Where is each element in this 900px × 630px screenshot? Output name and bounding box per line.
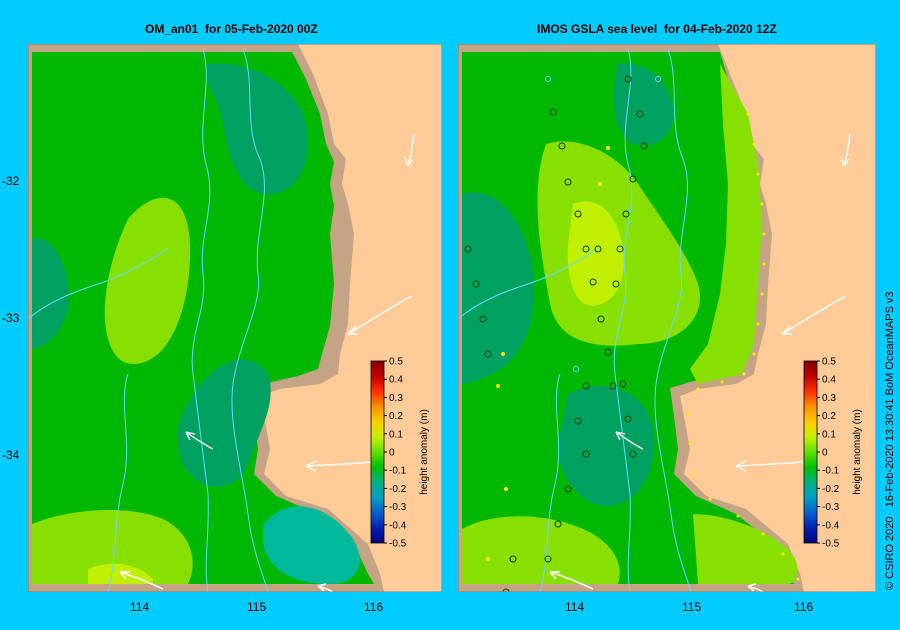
- wind-arrow: [305, 460, 374, 472]
- anomaly-region-negative: [262, 506, 360, 584]
- colorbar-tick-label: -0.3: [822, 502, 840, 513]
- colorbar-tick-label: 0.3: [389, 393, 403, 404]
- anomaly-region-positive: [104, 197, 191, 364]
- anomaly-region-negative: [613, 63, 673, 146]
- colorbar-tick-label: -0.3: [389, 502, 407, 513]
- wind-arrow: [615, 431, 644, 450]
- colorbar-gradient: [803, 360, 818, 544]
- lat-tick-label: -32: [2, 174, 20, 188]
- bathymetry-contour: [458, 248, 599, 320]
- wind-arrow: [119, 571, 164, 590]
- colorbar-tick-label: -0.5: [389, 539, 407, 550]
- bathymetry-contour: [539, 373, 561, 592]
- anomaly-region-negative: [462, 192, 534, 384]
- wind-arrow: [735, 460, 804, 472]
- anomaly-region-negative: [177, 359, 271, 487]
- anomaly-region-positive: [88, 563, 153, 584]
- colorbar-tick-label: -0.1: [389, 466, 407, 477]
- colorbar-label: height anomaly (m): [852, 409, 863, 495]
- wind-arrow: [747, 583, 764, 592]
- colorbar-gradient: [370, 360, 385, 544]
- anomaly-region-positive: [462, 516, 620, 584]
- bathymetry-contour: [654, 48, 692, 592]
- wind-arrow: [185, 431, 214, 450]
- wind-arrow: [549, 571, 594, 590]
- colorbar-tick-label: -0.4: [822, 520, 840, 531]
- lon-tick-label: 114: [130, 600, 150, 614]
- colorbar-tick-label: 0: [389, 448, 395, 459]
- colorbar-tick-label: 0.2: [822, 411, 836, 422]
- colorbar-tick-label: 0.2: [389, 411, 403, 422]
- panel-left-title: OM_an01 for 05-Feb-2020 00Z: [145, 22, 318, 36]
- anomaly-region-positive: [693, 514, 798, 584]
- colorbar-tick-label: -0.2: [822, 484, 840, 495]
- lon-tick-label: 116: [794, 600, 814, 614]
- colorbar-tick-label: -0.5: [822, 539, 840, 550]
- colorbar-tick-label: 0.3: [822, 393, 836, 404]
- wind-arrow: [840, 133, 851, 167]
- anomaly-region-positive: [32, 509, 193, 584]
- anomaly-region-negative: [205, 63, 308, 195]
- bathymetry-contour: [613, 48, 633, 592]
- wind-arrow: [404, 133, 415, 167]
- colorbar-tick-label: -0.4: [389, 520, 407, 531]
- bathymetry-contour: [191, 48, 211, 592]
- bathymetry-contour: [28, 248, 169, 320]
- colorbar-tick-label: -0.2: [389, 484, 407, 495]
- lat-tick-label: -33: [2, 311, 20, 325]
- colorbar-tick-label: 0.1: [822, 429, 836, 440]
- lon-tick-label: 116: [364, 600, 384, 614]
- observation-markers: [486, 112, 800, 581]
- map-panel-left: [28, 44, 442, 592]
- observation-markers: [545, 76, 661, 372]
- anomaly-region-positive: [690, 64, 762, 384]
- colorbar-tick-label: 0.5: [822, 357, 836, 368]
- bathymetry-contour: [107, 373, 129, 592]
- wind-arrow: [781, 295, 847, 335]
- lon-tick-label: 115: [247, 600, 267, 614]
- lon-tick-label: 115: [682, 600, 702, 614]
- panel-right-title: IMOS GSLA sea level for 04-Feb-2020 12Z: [537, 22, 777, 36]
- colorbar-tick-label: -0.1: [822, 466, 840, 477]
- observation-markers: [464, 75, 648, 592]
- anomaly-region-negative: [32, 238, 69, 349]
- anomaly-region-positive: [567, 201, 624, 306]
- colorbar-tick-label: 0.4: [822, 375, 836, 386]
- credit-text: © CSIRO 2020 16-Feb-2020 13:30:41 BoM Oc…: [884, 291, 896, 590]
- map-panel-right: [458, 44, 876, 592]
- lat-tick-label: -34: [2, 448, 20, 462]
- wind-arrow: [347, 295, 413, 335]
- colorbar-tick-label: 0.5: [389, 357, 403, 368]
- colorbar-right: 0.5 0.4 0.3 0.2 0.1 0 -0.1 -0.2 -0.3 -0.4 -0.5 heig…: [803, 357, 863, 550]
- colorbar-tick-label: 0.1: [389, 429, 403, 440]
- colorbar-tick-label: 0: [822, 448, 828, 459]
- colorbar-label: height anomaly (m): [419, 409, 430, 495]
- wind-arrow: [317, 583, 334, 592]
- colorbar-left: 0.5 0.4 0.3 0.2 0.1 0 -0.1 -0.2 -0.3 -0.4 -0.5 heig…: [370, 357, 430, 550]
- bathymetry-contour: [231, 48, 269, 592]
- lon-tick-label: 114: [565, 600, 585, 614]
- colorbar-tick-label: 0.4: [389, 375, 403, 386]
